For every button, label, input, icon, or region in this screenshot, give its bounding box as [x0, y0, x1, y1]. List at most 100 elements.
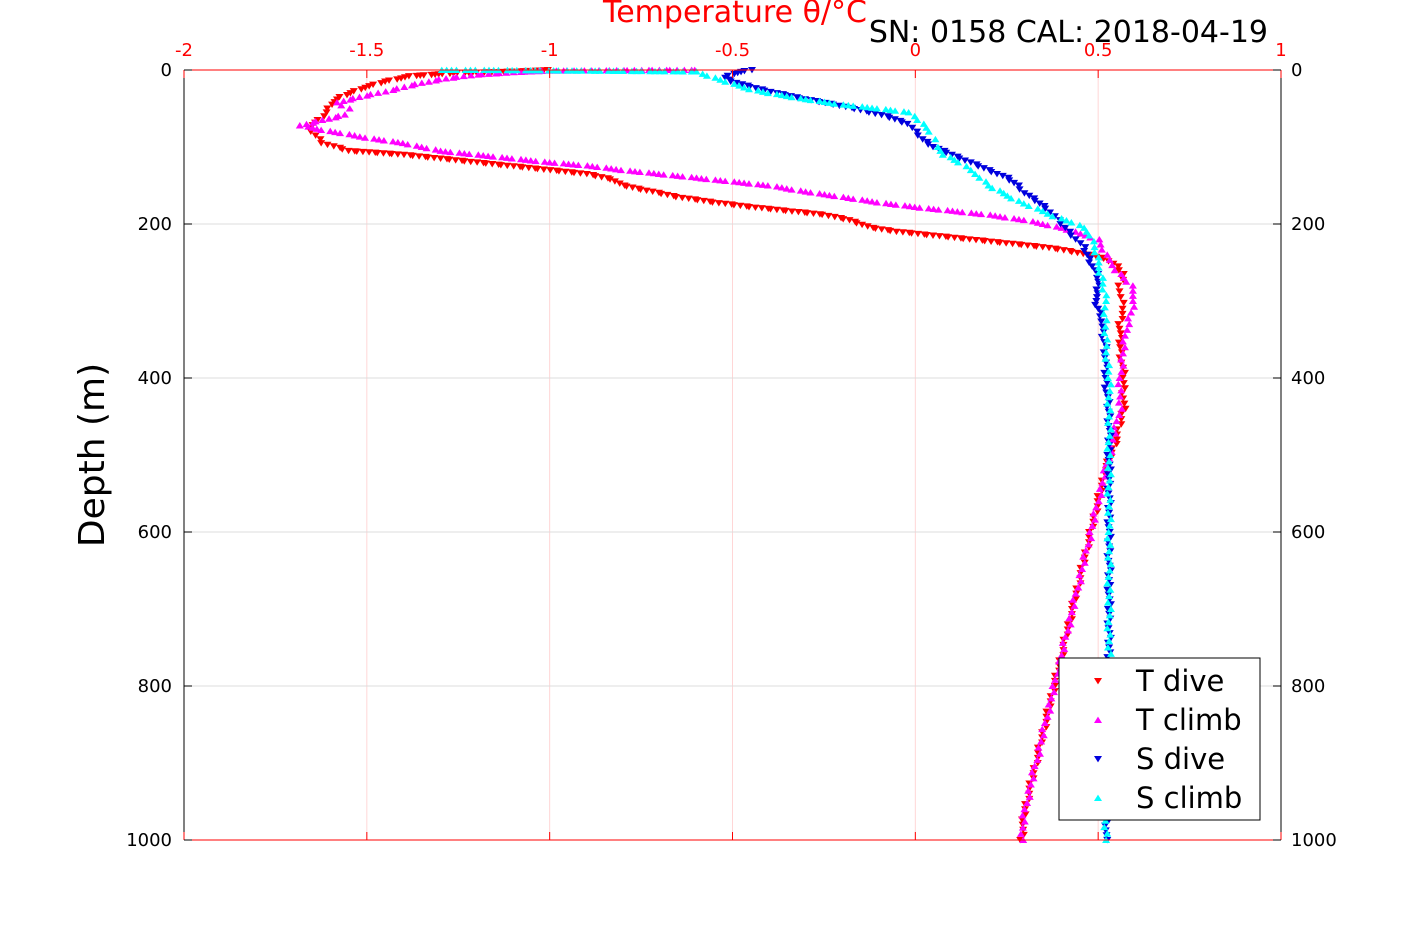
data-point — [1104, 438, 1113, 446]
data-point — [986, 211, 995, 218]
data-point — [400, 151, 408, 159]
data-point — [1057, 651, 1066, 659]
data-point — [586, 67, 595, 74]
data-point — [1099, 310, 1108, 317]
data-point — [1103, 251, 1112, 258]
y-tick-label-right: 400 — [1291, 368, 1325, 389]
data-point — [445, 156, 454, 164]
data-point — [1106, 406, 1115, 414]
data-point — [1106, 650, 1115, 657]
data-point — [1127, 309, 1136, 316]
data-point — [1082, 228, 1091, 235]
data-point — [815, 97, 824, 105]
data-point — [1094, 497, 1103, 505]
data-marks — [295, 66, 1139, 844]
data-point — [809, 210, 818, 218]
data-point — [576, 170, 585, 177]
data-point — [516, 155, 525, 163]
data-point — [772, 183, 781, 190]
legend-entries: T dive T climb S dive S climb — [1094, 664, 1242, 815]
data-point — [1046, 707, 1055, 714]
data-point — [744, 204, 753, 211]
data-point — [1115, 374, 1124, 381]
data-point — [987, 169, 996, 176]
data-point — [903, 120, 912, 128]
data-point — [379, 150, 388, 157]
data-point — [1128, 282, 1137, 289]
data-point — [1020, 190, 1029, 197]
data-point — [1092, 503, 1101, 511]
data-point — [1064, 627, 1073, 634]
data-point — [606, 176, 615, 183]
data-point — [436, 155, 445, 162]
data-point — [962, 162, 971, 170]
data-point — [337, 102, 346, 109]
data-point — [1108, 261, 1117, 269]
data-point — [772, 90, 781, 98]
data-point — [648, 188, 657, 196]
data-point — [1118, 310, 1127, 318]
x-tick-label: -1 — [541, 40, 559, 61]
data-point — [959, 235, 968, 243]
data-point — [323, 141, 332, 149]
data-point — [569, 169, 578, 177]
data-point — [311, 117, 320, 125]
data-point — [668, 171, 677, 179]
data-point — [1103, 490, 1112, 497]
data-point — [1103, 419, 1112, 426]
data-point — [922, 232, 931, 239]
data-point — [877, 226, 886, 233]
data-point — [1032, 243, 1041, 250]
data-point — [1008, 240, 1017, 248]
data-point — [708, 199, 717, 206]
data-point — [1014, 182, 1023, 189]
data-point — [877, 111, 886, 119]
data-point — [1081, 244, 1090, 251]
data-point — [1125, 320, 1134, 328]
data-point — [628, 184, 637, 191]
data-point — [1102, 342, 1111, 349]
data-point — [1033, 205, 1042, 212]
legend-marker — [1094, 756, 1102, 763]
data-point — [908, 124, 917, 132]
data-point — [924, 141, 933, 148]
data-point — [1106, 541, 1115, 548]
data-point — [1015, 186, 1024, 193]
data-point — [1024, 202, 1033, 210]
data-point — [815, 190, 824, 197]
data-point — [1121, 405, 1130, 413]
data-point — [1105, 547, 1114, 555]
data-point — [424, 78, 433, 85]
data-point — [1038, 207, 1047, 215]
data-point — [1089, 510, 1098, 517]
data-point — [346, 90, 355, 97]
data-point — [1083, 251, 1092, 259]
data-point — [427, 71, 436, 79]
data-point — [1114, 399, 1123, 406]
data-point — [392, 85, 401, 92]
data-point — [702, 72, 711, 79]
data-point — [474, 151, 483, 158]
data-point — [1074, 584, 1083, 591]
data-point — [1120, 332, 1129, 339]
data-point — [1065, 614, 1074, 622]
y-tick-label-left: 1000 — [126, 830, 172, 851]
data-point — [636, 186, 645, 194]
data-point — [322, 109, 331, 116]
data-point — [835, 102, 844, 110]
data-point — [1038, 725, 1047, 733]
data-point — [540, 158, 549, 165]
data-point — [858, 103, 867, 110]
data-point — [1103, 554, 1112, 561]
data-point — [1106, 496, 1115, 503]
y-tick-label-right: 200 — [1291, 214, 1325, 235]
data-point — [913, 116, 922, 124]
data-point — [358, 148, 367, 156]
y-axis-label: Depth (m) — [72, 363, 113, 547]
data-point — [1030, 762, 1039, 770]
data-point — [1114, 282, 1123, 289]
chart-title: Temperature θ/°C — [602, 0, 867, 30]
data-point — [496, 162, 505, 169]
data-point — [1092, 274, 1101, 282]
